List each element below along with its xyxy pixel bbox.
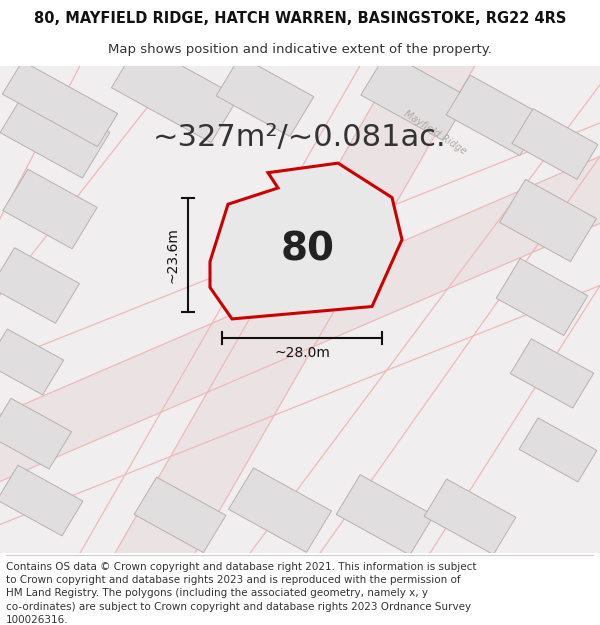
Polygon shape [446,75,544,156]
Text: to Crown copyright and database rights 2023 and is reproduced with the permissio: to Crown copyright and database rights 2… [6,575,461,585]
Polygon shape [0,248,79,323]
Polygon shape [3,169,97,249]
Polygon shape [519,418,597,482]
Text: 80, MAYFIELD RIDGE, HATCH WARREN, BASINGSTOKE, RG22 4RS: 80, MAYFIELD RIDGE, HATCH WARREN, BASING… [34,11,566,26]
Text: Mayfield Ridge: Mayfield Ridge [402,109,468,156]
Text: Map shows position and indicative extent of the property.: Map shows position and indicative extent… [108,42,492,56]
Polygon shape [0,465,83,536]
Polygon shape [112,42,239,142]
Polygon shape [134,477,226,552]
Polygon shape [0,329,64,395]
Polygon shape [336,475,434,555]
Text: 80: 80 [281,230,335,268]
Polygon shape [499,179,596,262]
Polygon shape [511,339,593,408]
Polygon shape [0,156,600,481]
Polygon shape [115,66,475,553]
Text: Mayfield
Ridge: Mayfield Ridge [210,248,250,294]
Text: ~28.0m: ~28.0m [274,346,330,361]
Text: Contains OS data © Crown copyright and database right 2021. This information is : Contains OS data © Crown copyright and d… [6,562,476,572]
Polygon shape [0,87,110,178]
Text: 100026316.: 100026316. [6,615,68,625]
Text: ~327m²/~0.081ac.: ~327m²/~0.081ac. [153,123,447,152]
Text: HM Land Registry. The polygons (including the associated geometry, namely x, y: HM Land Registry. The polygons (includin… [6,588,428,598]
Polygon shape [2,61,118,147]
Polygon shape [0,398,71,469]
Polygon shape [512,109,598,179]
Polygon shape [496,259,588,336]
Polygon shape [361,52,469,141]
Polygon shape [229,468,331,552]
Polygon shape [216,56,314,136]
Text: ~23.6m: ~23.6m [165,227,179,283]
Text: co-ordinates) are subject to Crown copyright and database rights 2023 Ordnance S: co-ordinates) are subject to Crown copyr… [6,602,471,612]
Polygon shape [424,479,516,554]
Polygon shape [210,163,402,319]
